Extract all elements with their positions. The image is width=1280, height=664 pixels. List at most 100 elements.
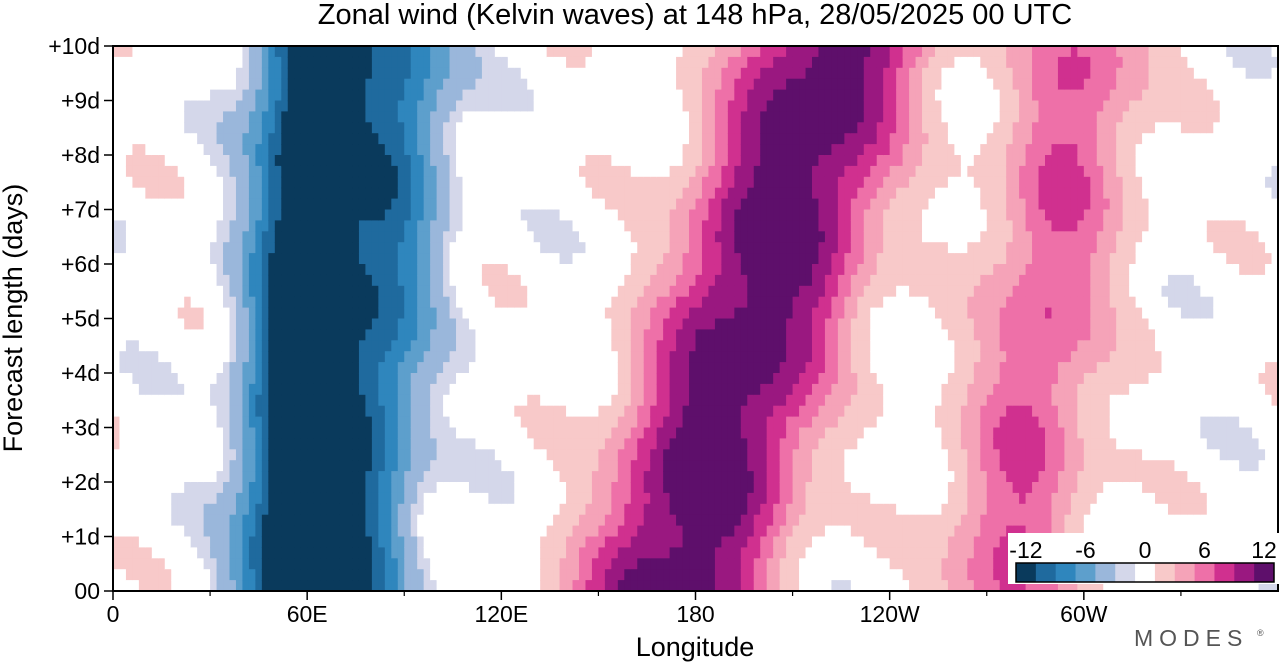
field-cell	[151, 133, 159, 145]
field-cell	[313, 307, 321, 320]
field-cell	[701, 111, 710, 123]
field-cell	[559, 569, 567, 581]
field-cell	[475, 340, 483, 352]
field-cell	[624, 46, 632, 58]
field-cell	[572, 427, 580, 439]
field-cell	[300, 274, 308, 287]
field-cell	[158, 536, 166, 548]
field-cell	[423, 155, 431, 167]
field-cell	[669, 362, 677, 374]
field-cell	[689, 318, 697, 330]
field-cell	[475, 438, 483, 450]
field-cell	[468, 536, 477, 548]
field-cell	[397, 514, 405, 527]
field-cell	[591, 209, 600, 221]
field-cell	[682, 547, 690, 559]
field-cell	[203, 253, 211, 265]
field-cell	[223, 416, 231, 429]
field-cell	[184, 580, 192, 591]
field-cell	[475, 318, 483, 330]
field-cell	[326, 78, 334, 91]
field-cell	[410, 514, 418, 527]
field-cell	[701, 198, 710, 211]
field-cell	[559, 264, 567, 276]
field-cell	[443, 100, 451, 112]
field-cell	[456, 525, 464, 538]
field-cell	[391, 514, 399, 527]
field-cell	[300, 56, 308, 69]
field-cell	[462, 362, 470, 374]
field-cell	[197, 100, 205, 112]
field-cell	[216, 383, 224, 396]
field-cell	[656, 558, 664, 570]
field-cell	[701, 547, 710, 559]
field-cell	[307, 405, 315, 418]
field-cell	[223, 220, 231, 232]
field-cell	[320, 438, 328, 450]
field-cell	[177, 89, 185, 102]
field-cell	[138, 46, 146, 58]
field-cell	[740, 56, 748, 69]
field-cell	[352, 198, 360, 211]
field-cell	[197, 155, 205, 167]
field-cell	[164, 274, 172, 287]
field-cell	[468, 460, 477, 472]
field-cell	[637, 329, 645, 341]
field-cell	[721, 394, 729, 407]
field-cell	[494, 307, 502, 320]
field-cell	[527, 558, 535, 570]
field-cell	[248, 89, 256, 102]
field-cell	[443, 362, 451, 374]
field-cell	[481, 362, 489, 374]
field-cell	[242, 471, 250, 483]
field-cell	[507, 242, 515, 254]
field-cell	[151, 242, 159, 254]
field-cell	[113, 231, 121, 243]
field-cell	[287, 427, 295, 439]
field-cell	[617, 438, 625, 450]
field-cell	[430, 307, 438, 320]
field-cell	[313, 405, 321, 418]
field-cell	[481, 231, 489, 243]
field-cell	[559, 198, 567, 211]
field-cell	[682, 471, 690, 483]
field-cell	[747, 56, 755, 69]
field-cell	[261, 307, 269, 320]
field-cell	[546, 253, 554, 265]
field-cell	[268, 296, 276, 309]
field-cell	[171, 394, 179, 407]
field-cell	[507, 351, 515, 363]
field-cell	[572, 122, 580, 134]
field-cell	[650, 296, 658, 309]
field-cell	[119, 416, 127, 429]
field-cell	[598, 56, 606, 69]
field-cell	[747, 100, 755, 112]
field-cell	[410, 296, 418, 309]
field-cell	[229, 307, 237, 320]
field-cell	[255, 427, 263, 439]
field-cell	[591, 296, 600, 309]
field-cell	[203, 111, 211, 123]
field-cell	[585, 383, 593, 396]
field-cell	[501, 373, 509, 385]
field-cell	[307, 362, 315, 374]
field-cell	[294, 394, 302, 407]
field-cell	[404, 373, 412, 385]
field-cell	[753, 209, 761, 221]
field-cell	[197, 373, 205, 385]
field-cell	[727, 187, 735, 200]
field-cell	[371, 307, 379, 320]
field-cell	[294, 253, 302, 265]
field-cell	[501, 569, 509, 581]
field-cell	[488, 416, 496, 429]
field-cell	[190, 460, 198, 472]
field-cell	[637, 253, 645, 265]
field-cell	[223, 558, 231, 570]
field-cell	[721, 67, 729, 80]
field-cell	[203, 296, 211, 309]
field-cell	[326, 111, 334, 123]
field-cell	[630, 416, 638, 429]
field-cell	[559, 340, 567, 352]
field-cell	[617, 100, 625, 112]
field-cell	[553, 253, 561, 265]
